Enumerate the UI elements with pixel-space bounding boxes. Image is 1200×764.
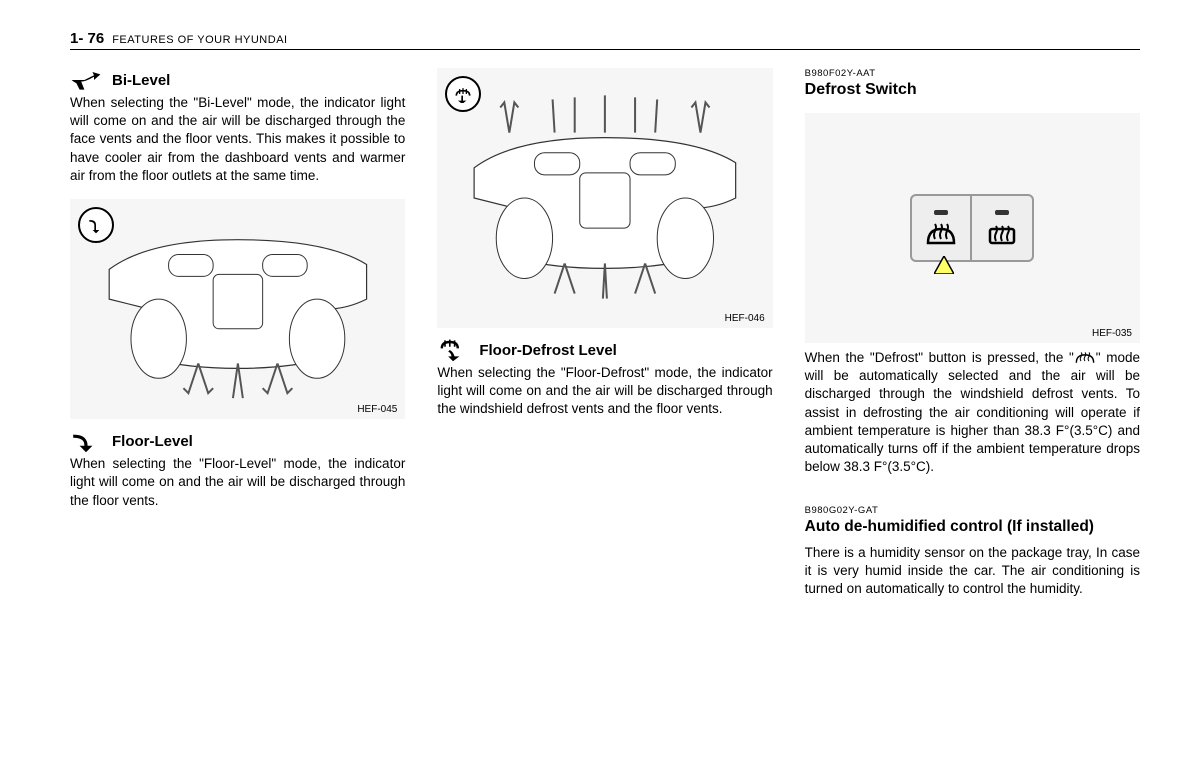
autodh-code: B980G02Y-GAT — [805, 505, 1140, 516]
figure-caption-2: HEF-046 — [725, 313, 765, 324]
column-1: Bi-Level When selecting the "Bi-Level" m… — [70, 68, 405, 598]
defrost-text-b: " mode will be automatically selected an… — [805, 350, 1140, 474]
figure-caption-3: HEF-035 — [1092, 328, 1132, 339]
floordefrost-icon — [437, 338, 469, 362]
front-defrost-button — [912, 196, 972, 260]
column-3: B980F02Y-AAT Defrost Switch — [805, 68, 1140, 598]
dashboard-illustration-1 — [87, 210, 389, 408]
figure-hef-035: HEF-035 — [805, 113, 1140, 343]
defrost-switch — [910, 194, 1034, 262]
content-columns: Bi-Level When selecting the "Bi-Level" m… — [70, 68, 1140, 598]
floorlevel-icon — [70, 429, 102, 453]
floor-mode-circle-icon — [78, 207, 114, 243]
front-defrost-icon — [924, 221, 958, 247]
page-number: 1- 76 — [70, 30, 104, 47]
defrost-title: Defrost Switch — [805, 81, 917, 99]
autodh-title: Auto de-humidified control (If installed… — [805, 518, 1094, 536]
floorlevel-title: Floor-Level — [112, 433, 193, 450]
pointer-arrow-icon — [934, 256, 954, 274]
bilevel-title: Bi-Level — [112, 72, 170, 89]
rear-defrost-icon — [985, 221, 1019, 247]
floordefrost-header: Floor-Defrost Level — [437, 338, 772, 362]
dashboard-illustration-2 — [454, 81, 756, 315]
bilevel-header: Bi-Level — [70, 68, 405, 92]
floordefrost-title: Floor-Defrost Level — [479, 342, 617, 359]
floordefrost-text: When selecting the "Floor-Defrost" mode,… — [437, 364, 772, 419]
header-title: FEATURES OF YOUR HYUNDAI — [112, 34, 287, 46]
figure-caption-1: HEF-045 — [357, 404, 397, 415]
rear-defrost-button — [972, 196, 1032, 260]
column-2: HEF-046 Floor-Defrost Level When selecti… — [437, 68, 772, 598]
led-indicator — [995, 210, 1009, 215]
figure-hef-046: HEF-046 — [437, 68, 772, 328]
bilevel-text: When selecting the "Bi-Level" mode, the … — [70, 94, 405, 185]
defrost-text-a: When the "Defrost" button is pressed, th… — [805, 350, 1074, 365]
defrost-text: When the "Defrost" button is pressed, th… — [805, 349, 1140, 477]
floorlevel-header: Floor-Level — [70, 429, 405, 453]
bilevel-icon — [70, 68, 102, 92]
defrost-inline-icon — [1074, 351, 1096, 365]
page-header: 1- 76 FEATURES OF YOUR HYUNDAI — [70, 30, 1140, 50]
autodh-text: There is a humidity sensor on the packag… — [805, 544, 1140, 599]
led-indicator — [934, 210, 948, 215]
defrost-code: B980F02Y-AAT — [805, 68, 1140, 79]
floorlevel-text: When selecting the "Floor-Level" mode, t… — [70, 455, 405, 510]
figure-hef-045: HEF-045 — [70, 199, 405, 419]
